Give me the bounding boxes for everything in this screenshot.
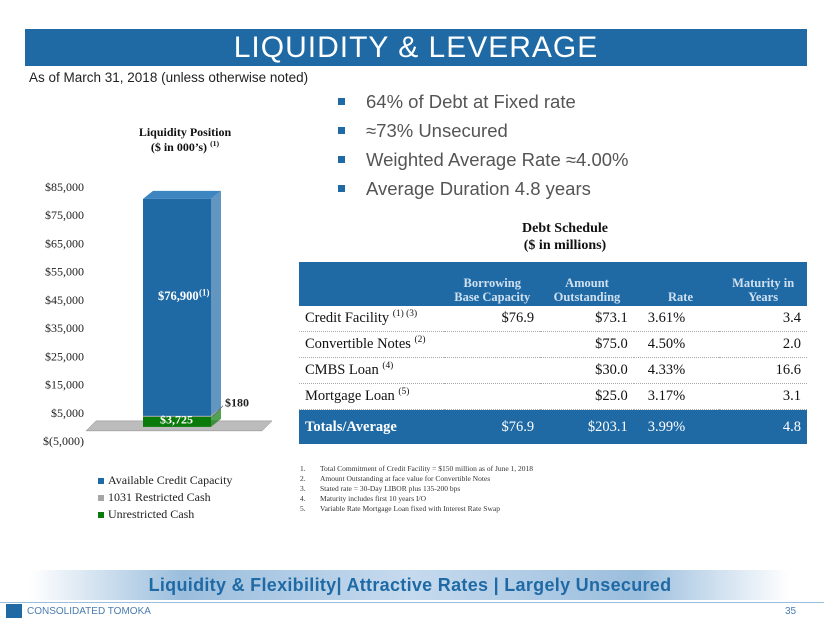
footnote: 5. Variable Rate Mortgage Loan fixed with… [300,504,500,513]
column-header: Rate [668,290,694,304]
column-header [299,262,444,306]
y-tick-label: $5,000 [51,406,84,420]
bar-segment [143,198,211,416]
legend-swatch [98,494,104,501]
key-point: ≈73% Unsecured [338,119,628,148]
data-label-available-note: (1) [199,288,210,298]
y-tick-label: $75,000 [45,208,84,222]
maturity-years: 3.1 [719,383,807,410]
y-tick-label: $(5,000) [43,434,84,448]
bullet-square-icon [338,156,345,163]
interest-rate: 4.33% [633,357,720,384]
table-header-row: Borrowing Base Capacity Amount Outstandi… [299,262,807,306]
average-rate: 3.99% [633,409,720,444]
table-row: Mortgage Loan (5) $25.0 3.17% 3.1 [299,383,807,410]
table-row: CMBS Loan (4) $30.0 4.33% 16.6 [299,357,807,384]
maturity-years: 3.4 [719,306,807,332]
data-label-available: $76,900 [158,289,199,303]
total-capacity: $76.9 [444,409,541,444]
interest-rate: 3.17% [633,383,720,410]
liquidity-chart: $(5,000) $5,000 $15,000 $25,000 $35,000 $45,0… [43,180,273,448]
interest-rate: 4.50% [633,331,720,358]
data-label-restricted: $180 [225,396,249,410]
borrowing-capacity [444,357,541,384]
chart-legend: Available Credit Capacity 1031 Restricte… [98,472,232,523]
bullet-square-icon [338,127,345,134]
footnote: 3. Stated rate = 30-Day LIBOR plus 135-20… [300,484,461,493]
page-number: 35 [785,606,797,617]
amount-outstanding: $73.1 [540,306,634,332]
footnote: 1. Total Commitment of Credit Facility = … [300,464,534,473]
column-header: Borrowing Base Capacity [454,276,531,304]
legend-item: Available Credit Capacity [98,472,232,489]
chart-title: Liquidity Position ($ in 000’s) (1) [120,125,250,155]
column-header: Maturity in Years [732,276,795,304]
footnote: 4. Maturity includes first 10 years I/O [300,494,427,503]
loan-name: Mortgage Loan (5) [299,383,445,410]
key-point: Average Duration 4.8 years [338,177,628,206]
bar-segment-side [211,190,221,416]
maturity-years: 2.0 [719,331,807,358]
footer-divider [0,602,824,603]
y-tick-label: $45,000 [45,293,84,307]
totals-label: Totals/Average [299,409,445,444]
y-tick-label: $15,000 [45,378,84,392]
loan-name: CMBS Loan (4) [299,357,445,384]
legend-swatch [98,511,104,518]
key-point: Weighted Average Rate ≈4.00% [338,148,628,177]
borrowing-capacity [444,383,541,410]
debt-schedule-table: Borrowing Base Capacity Amount Outstandi… [299,262,807,444]
bar-segment [143,416,211,427]
y-tick-label: $55,000 [45,265,84,279]
y-tick-label: $85,000 [45,180,84,194]
bullet-square-icon [338,185,345,192]
average-maturity: 4.8 [719,409,807,444]
maturity-years: 16.6 [719,357,807,384]
chart-subtitle: ($ in 000’s) (1) [150,139,220,154]
totals-row: Totals/Average $76.9 $203.1 3.99% 4.8 [299,409,807,444]
footnote: 2. Amount Outstanding at face value for C… [300,474,491,483]
y-tick-label: $25,000 [45,349,84,363]
table-row: Credit Facility (1) (3) $76.9 $73.1 3.61… [299,306,807,332]
key-points-list: 64% of Debt at Fixed rate ≈73% Unsecured… [338,90,628,206]
loan-name: Credit Facility (1) (3) [299,306,445,332]
page-title: LIQUIDITY & LEVERAGE [25,29,807,66]
legend-swatch [98,477,104,484]
total-amount: $203.1 [540,409,634,444]
y-tick-label: $35,000 [45,321,84,335]
as-of-note: As of March 31, 2018 (unless otherwise n… [29,70,309,85]
column-header: Amount Outstanding [553,276,621,304]
amount-outstanding: $25.0 [540,383,634,410]
y-tick-label: $65,000 [45,236,84,250]
borrowing-capacity [444,331,541,358]
bar-top [143,190,221,199]
data-label-leader [212,405,224,417]
loan-name: Convertible Notes (2) [299,331,445,358]
debt-schedule-title: Debt Schedule ($ in millions) [522,221,608,253]
data-label-unrestricted: $3,725 [160,413,193,427]
company-name: CONSOLIDATED TOMOKA [27,606,151,617]
company-logo-icon [6,604,22,618]
interest-rate: 3.61% [633,306,720,332]
table-row: Convertible Notes (2) $75.0 4.50% 2.0 [299,331,807,358]
borrowing-capacity: $76.9 [444,306,541,332]
bar-segment [143,415,211,417]
amount-outstanding: $75.0 [540,331,634,358]
footnotes-list: 1. Total Commitment of Credit Facility = … [300,464,533,514]
bullet-square-icon [338,98,345,105]
bar-segment-side [211,408,221,427]
tagline-banner: Liquidity & Flexibility| Attractive Rate… [30,570,790,600]
amount-outstanding: $30.0 [540,357,634,384]
tagline-text: Liquidity & Flexibility| Attractive Rate… [148,574,672,595]
legend-item: Unrestricted Cash [98,506,232,523]
chart-title-line1: Liquidity Position [138,125,232,139]
legend-item: 1031 Restricted Cash [98,489,232,506]
key-point: 64% of Debt at Fixed rate [338,90,628,119]
